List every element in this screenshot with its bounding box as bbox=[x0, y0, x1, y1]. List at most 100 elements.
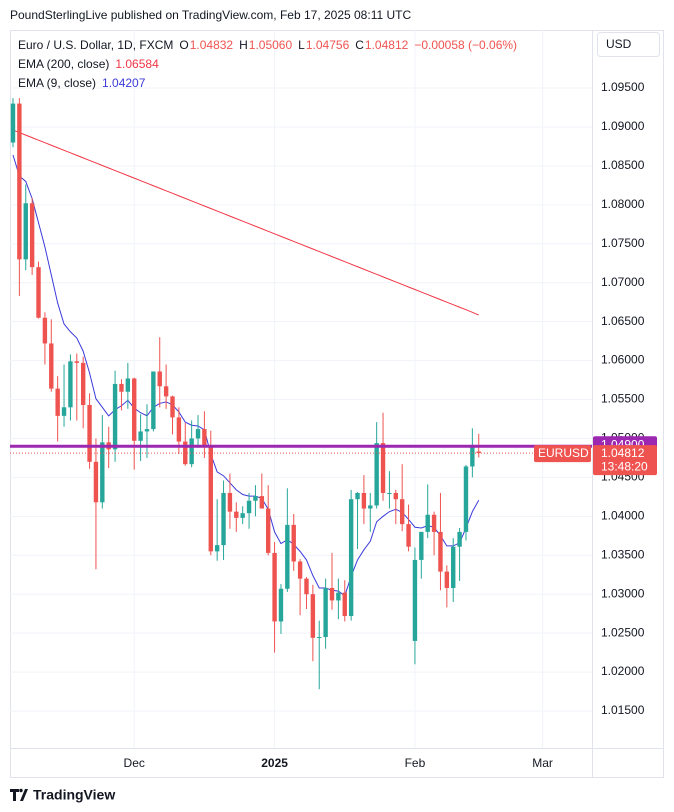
series-name: EMA (9, close) bbox=[18, 76, 97, 90]
legend-row: Euro / U.S. Dollar, 1D, FXCM O1.04832 H1.0… bbox=[18, 36, 517, 55]
publish-header: PoundSterlingLive published on TradingVi… bbox=[10, 8, 412, 22]
legend-value: 1.04756 bbox=[305, 38, 350, 52]
candle-body bbox=[170, 396, 175, 418]
y-tick-label: 1.08000 bbox=[601, 197, 645, 211]
currency-button[interactable] bbox=[597, 32, 660, 57]
candle-body bbox=[259, 496, 265, 509]
candle-body bbox=[336, 592, 341, 601]
chart-frame bbox=[10, 30, 664, 778]
candle-body bbox=[17, 103, 22, 260]
candle-body bbox=[253, 496, 258, 501]
candle-body bbox=[387, 492, 392, 494]
candle-body bbox=[100, 442, 105, 503]
candle-body bbox=[29, 203, 35, 268]
legend-key: L bbox=[298, 38, 305, 52]
candle-body bbox=[221, 492, 226, 546]
candle-body bbox=[119, 383, 124, 392]
candle-body bbox=[163, 386, 169, 397]
symbol-label: EURUSD bbox=[538, 446, 589, 460]
y-tick-label: 1.07000 bbox=[601, 275, 645, 289]
candle-body bbox=[183, 441, 188, 465]
x-tick-label: Feb bbox=[405, 756, 426, 770]
x-tick-label: Dec bbox=[124, 756, 145, 770]
candle-body bbox=[368, 505, 373, 509]
candle-body bbox=[36, 267, 41, 318]
legend-key: C bbox=[355, 38, 364, 52]
candle-body bbox=[227, 492, 233, 512]
candle-body bbox=[68, 361, 73, 408]
candle-body bbox=[444, 571, 450, 588]
legend-value: 1.04812 bbox=[364, 38, 409, 52]
y-tick-label: 1.03500 bbox=[601, 547, 645, 561]
candle-body bbox=[291, 524, 296, 562]
candle-body bbox=[329, 587, 335, 601]
candle-body bbox=[138, 431, 143, 441]
legend-key: H bbox=[239, 38, 248, 52]
candle-body bbox=[112, 383, 118, 450]
candle-body bbox=[42, 317, 48, 344]
candle-body bbox=[438, 531, 443, 572]
candle-body bbox=[342, 592, 347, 617]
candle-body bbox=[132, 378, 137, 441]
candle-body bbox=[10, 103, 16, 143]
y-tick-label: 1.02000 bbox=[601, 664, 645, 678]
y-tick-label: 1.04000 bbox=[601, 508, 645, 522]
candle-body bbox=[278, 588, 284, 622]
candle-body bbox=[419, 531, 424, 560]
y-tick-label: 1.06500 bbox=[601, 314, 645, 328]
footer-brand: TradingView bbox=[33, 787, 115, 803]
candle-body bbox=[49, 343, 54, 389]
candle-body bbox=[406, 524, 411, 547]
y-tick-label: 1.05500 bbox=[601, 392, 645, 406]
candle-body bbox=[93, 461, 99, 503]
legend-key: O bbox=[179, 38, 189, 52]
legend-symbol: Euro / U.S. Dollar, 1D, FXCM bbox=[18, 38, 174, 52]
series-last-value: 1.04207 bbox=[102, 76, 146, 90]
logo-icon bbox=[10, 789, 28, 801]
candle-body bbox=[240, 513, 245, 518]
legend-row: EMA (9, close) 1.04207 bbox=[18, 74, 517, 93]
last-price-label: 1.04812 bbox=[601, 446, 645, 460]
candle-body bbox=[189, 438, 194, 465]
candle-body bbox=[246, 500, 252, 514]
legend: Euro / U.S. Dollar, 1D, FXCM O1.04832 H1.0… bbox=[18, 36, 517, 93]
ema-line bbox=[12, 129, 479, 316]
candle-body bbox=[431, 514, 437, 532]
y-tick-label: 1.09500 bbox=[601, 80, 645, 94]
legend-value: 1.05060 bbox=[248, 38, 293, 52]
legend-change: −0.00058 (−0.06%) bbox=[414, 38, 518, 52]
y-tick-label: 1.01500 bbox=[601, 703, 645, 717]
candle-body bbox=[80, 362, 86, 405]
candle-body bbox=[266, 508, 271, 553]
series-last-value: 1.06584 bbox=[115, 57, 159, 71]
y-tick-label: 1.03000 bbox=[601, 586, 645, 600]
last-price-box bbox=[593, 445, 657, 476]
logo-dot bbox=[19, 788, 23, 793]
candle-body bbox=[393, 492, 398, 500]
candle-body bbox=[317, 637, 322, 639]
plot-area bbox=[10, 30, 592, 748]
candle-body bbox=[74, 361, 79, 363]
series-name: EMA (200, close) bbox=[18, 57, 110, 71]
candle-body bbox=[87, 404, 92, 462]
candle-body bbox=[470, 447, 475, 467]
candle-body bbox=[310, 594, 316, 638]
currency-label[interactable]: USD bbox=[606, 37, 632, 51]
candle-body bbox=[457, 531, 462, 547]
candle-body bbox=[297, 561, 303, 579]
candle-body bbox=[272, 552, 277, 622]
candle-body bbox=[55, 388, 60, 416]
candle-body bbox=[412, 559, 418, 641]
candle-body bbox=[208, 446, 213, 552]
candle-body bbox=[476, 451, 481, 454]
candle-body bbox=[144, 429, 150, 432]
candle-body bbox=[399, 499, 405, 525]
candle-body bbox=[125, 378, 131, 392]
x-tick-label: 2025 bbox=[261, 756, 288, 770]
candle-body bbox=[157, 371, 162, 387]
candle-body bbox=[380, 443, 386, 493]
candle-body bbox=[176, 417, 182, 442]
candle-body bbox=[374, 443, 379, 506]
candle-body bbox=[323, 587, 328, 638]
